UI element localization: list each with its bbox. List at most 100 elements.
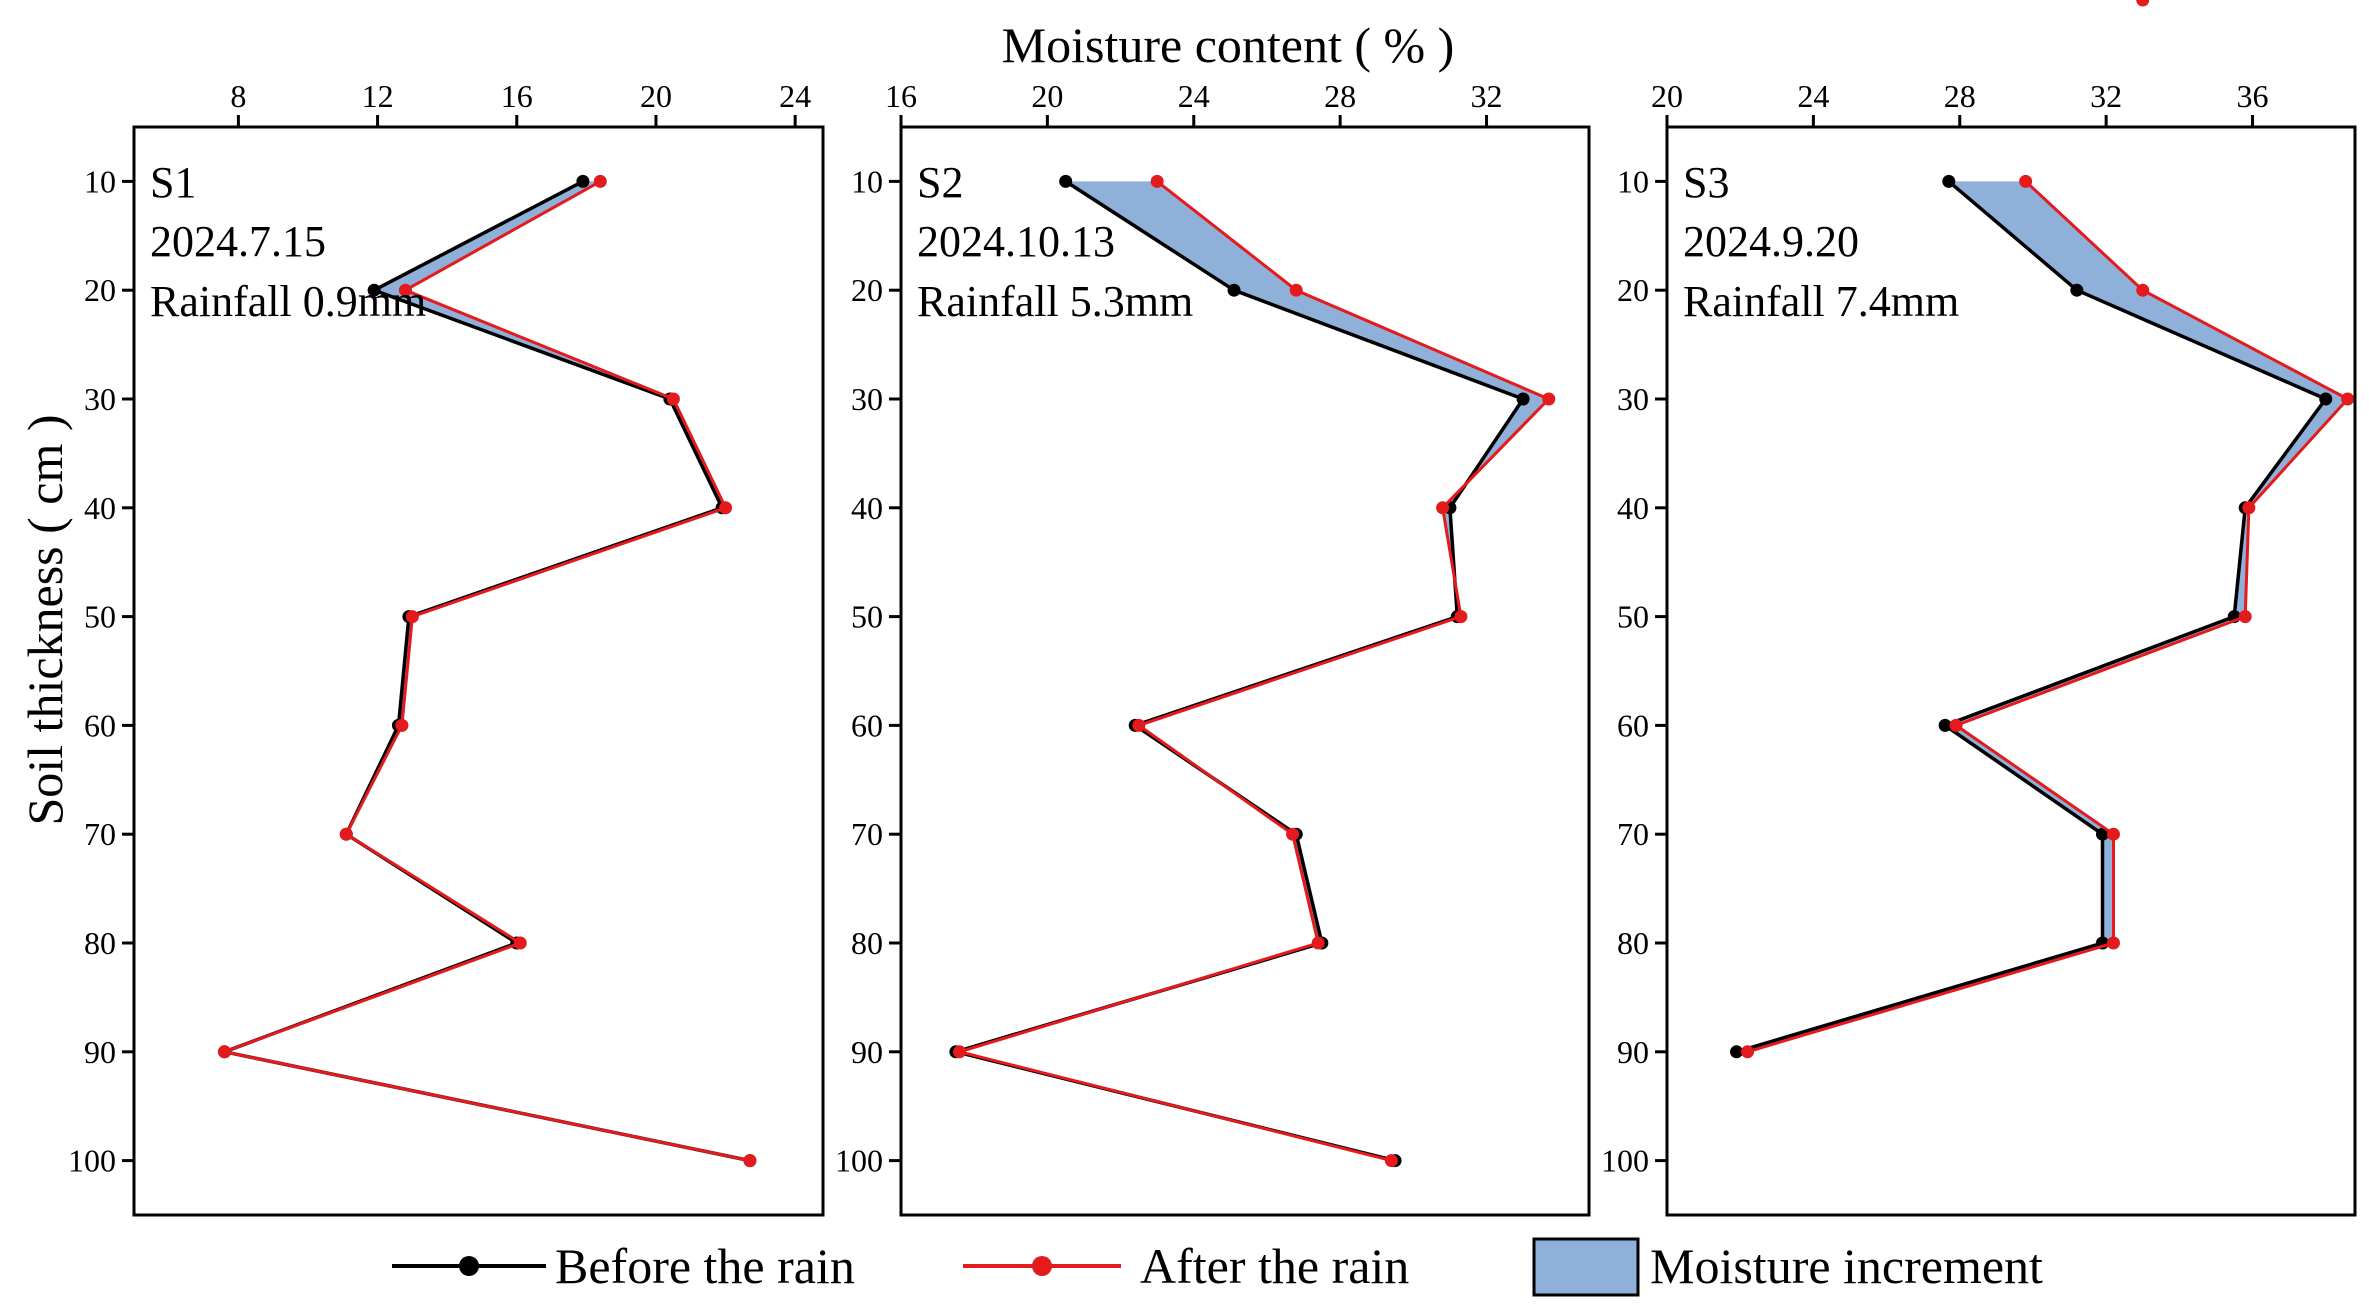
x-tick-label: 20 <box>1651 78 1683 114</box>
y-tick-label: 60 <box>851 707 883 743</box>
after-rain-point <box>1542 392 1556 406</box>
y-tick-label: 70 <box>84 816 116 852</box>
x-tick-label: 8 <box>230 78 246 114</box>
y-tick-label: 10 <box>84 163 116 199</box>
after-rain-point <box>1289 283 1303 297</box>
after-rain-point <box>2019 174 2033 188</box>
after-rain-point <box>398 283 412 297</box>
before-rain-point <box>1730 1045 1744 1059</box>
y-tick-label: 60 <box>1617 707 1649 743</box>
before-rain-point <box>1227 283 1241 297</box>
after-rain-point <box>1286 827 1300 841</box>
y-tick-label: 50 <box>851 599 883 635</box>
y-tick-label: 20 <box>1617 272 1649 308</box>
y-tick-label: 20 <box>851 272 883 308</box>
y-tick-label: 30 <box>1617 381 1649 417</box>
after-rain-point <box>719 501 733 515</box>
legend-before-marker <box>459 1256 479 1276</box>
after-rain-point <box>2242 501 2256 515</box>
before-rain-line <box>954 179 1525 1163</box>
after-rain-point <box>395 718 409 732</box>
panel-site-label: S3 <box>1683 158 1729 207</box>
y-tick-label: 90 <box>851 1034 883 1070</box>
y-tick-label: 60 <box>84 707 116 743</box>
legend: Before the rain After the rain Moisture … <box>392 1237 2043 1297</box>
x-tick-label: 24 <box>779 78 811 114</box>
before-rain-point <box>1516 392 1530 406</box>
x-tick-label: 36 <box>2237 78 2269 114</box>
panel-date-label: 2024.10.13 <box>917 217 1115 266</box>
panel-date-label: 2024.9.20 <box>1683 217 1859 266</box>
after-rain-point <box>2238 610 2252 624</box>
y-axis-title: Soil thickness ( cm ) <box>17 414 73 825</box>
after-rain-point <box>1384 1154 1398 1168</box>
after-rain-point <box>743 1154 757 1168</box>
before-rain-point <box>1942 174 1956 188</box>
after-rain-point <box>1311 936 1325 950</box>
y-tick-label: 10 <box>1617 163 1649 199</box>
after-rain-point <box>1949 718 1963 732</box>
before-rain-point <box>1938 718 1952 732</box>
after-rain-point <box>2136 283 2150 297</box>
after-rain-point <box>1436 501 1450 515</box>
after-rain-line <box>223 180 751 1163</box>
x-tick-label: 28 <box>1944 78 1976 114</box>
x-tick-label: 20 <box>640 78 672 114</box>
after-rain-point <box>593 174 607 188</box>
legend-after-marker <box>1032 1256 1052 1276</box>
x-tick-label: 24 <box>1797 78 1829 114</box>
x-tick-label: 20 <box>1031 78 1063 114</box>
panel-frame <box>1665 125 2357 1217</box>
panel-date-label: 2024.7.15 <box>150 217 326 266</box>
legend-increment-swatch <box>1532 1237 1640 1297</box>
x-tick-label: 32 <box>1471 78 1503 114</box>
after-rain-point <box>1454 610 1468 624</box>
before-rain-point <box>367 283 381 297</box>
before-rain-point <box>576 174 590 188</box>
panel-site-label: S1 <box>150 158 196 207</box>
y-tick-label: 50 <box>84 599 116 635</box>
after-rain-point <box>1132 718 1146 732</box>
after-rain-point <box>953 1045 967 1059</box>
panel-rainfall-label: Rainfall 7.4mm <box>1683 277 1959 326</box>
after-rain-point <box>339 827 353 841</box>
y-tick-label: 70 <box>851 816 883 852</box>
before-rain-point <box>1059 174 1073 188</box>
panel-s3: 20 24 28 32 36 10 20 30 40 50 60 70 80 90 100 S3 2024.9.… <box>1601 0 2357 1217</box>
x-tick-label: 12 <box>362 78 394 114</box>
y-tick-label: 10 <box>851 163 883 199</box>
legend-after-label: After the rain <box>1140 1238 1409 1294</box>
y-tick-label: 90 <box>84 1034 116 1070</box>
panel-rainfall-label: Rainfall 5.3mm <box>917 277 1193 326</box>
x-tick-label: 16 <box>885 78 917 114</box>
after-rain-point <box>2341 392 2355 406</box>
y-tick-label: 40 <box>84 490 116 526</box>
after-rain-point <box>217 1045 231 1059</box>
y-tick-label: 80 <box>851 925 883 961</box>
after-rain-point <box>1741 1045 1755 1059</box>
before-rain-point <box>2070 283 2084 297</box>
panel-rainfall-label: Rainfall 0.9mm <box>150 277 426 326</box>
y-tick-label: 100 <box>68 1143 116 1179</box>
after-rain-point <box>2106 827 2120 841</box>
y-tick-label: 30 <box>851 381 883 417</box>
panel-s2: 16 20 24 28 32 10 20 30 40 50 60 70 80 90 100 S2 2024.10… <box>835 78 1591 1217</box>
moisture-increment-band <box>224 181 750 1161</box>
x-tick-label: 32 <box>2090 78 2122 114</box>
legend-before-label: Before the rain <box>555 1238 855 1294</box>
panels-group: 8 12 16 20 24 10 20 30 40 50 60 70 80 90 100 S1 2024.7.1… <box>68 0 2357 1217</box>
x-axis-title: Moisture content ( % ) <box>1002 17 1455 73</box>
panel-s1: 8 12 16 20 24 10 20 30 40 50 60 70 80 90 100 S1 2024.7.1… <box>68 78 825 1217</box>
after-rain-point <box>405 610 419 624</box>
before-rain-point <box>2095 827 2109 841</box>
after-rain-line <box>958 180 1551 1163</box>
panel-site-label: S2 <box>917 158 963 207</box>
legend-increment-label: Moisture increment <box>1650 1238 2043 1294</box>
x-tick-label: 16 <box>501 78 533 114</box>
y-tick-label: 20 <box>84 272 116 308</box>
y-tick-label: 90 <box>1617 1034 1649 1070</box>
after-rain-point <box>2106 936 2120 950</box>
y-tick-label: 80 <box>1617 925 1649 961</box>
x-tick-label: 28 <box>1324 78 1356 114</box>
